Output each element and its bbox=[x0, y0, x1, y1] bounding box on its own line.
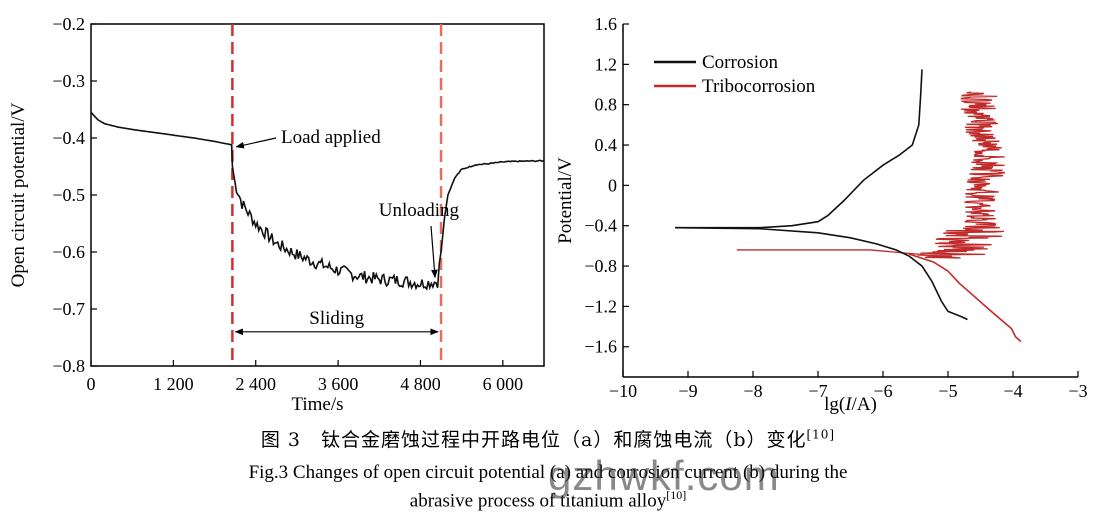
chart-b-ytick-label: −0.4 bbox=[584, 216, 617, 236]
corrosion-anodic-line bbox=[675, 69, 923, 229]
load-applied-arrow bbox=[235, 137, 277, 149]
watermark: gzhwkf.com bbox=[548, 452, 780, 499]
legend-tribocorrosion-label: Tribocorrosion bbox=[702, 76, 816, 97]
caption-english-line1: Fig.3 Changes of open circuit potential … bbox=[248, 462, 848, 483]
chart-b-ytick-label: 0.8 bbox=[595, 95, 618, 115]
chart-a-xlabel: Time/s bbox=[291, 394, 343, 415]
chart-a-xtick-label: 4 800 bbox=[400, 374, 441, 394]
chart-b-xtick-label: −8 bbox=[743, 381, 762, 401]
chart-a-xtick-label: 0 bbox=[87, 374, 96, 394]
chart-a-xtick-label: 3 600 bbox=[318, 374, 359, 394]
chart-a-ytick-label: −0.2 bbox=[52, 14, 85, 34]
chart-a-ytick-label: −0.6 bbox=[52, 242, 85, 262]
chart-a-xtick-label: 2 400 bbox=[235, 374, 276, 394]
chart-a-ytick-label: −0.5 bbox=[52, 185, 85, 205]
caption-chinese: 图 3 钛合金磨蚀过程中开路电位（a）和腐蚀电流（b）变化[10] bbox=[260, 427, 836, 451]
tribocorrosion-cathodic-line bbox=[908, 253, 1022, 343]
tribocorrosion-line bbox=[736, 91, 1006, 259]
chart-b-ytick-label: 1.2 bbox=[595, 54, 618, 74]
corrosion-cathodic-line bbox=[674, 226, 968, 321]
unloading-label: Unloading bbox=[379, 200, 460, 221]
caption-chinese-ref: [10] bbox=[806, 427, 836, 442]
chart-b-ytick-label: −1.6 bbox=[584, 337, 617, 357]
chart-b-xlabel: lg(I/A) bbox=[824, 394, 877, 415]
load-applied-label: Load applied bbox=[281, 127, 381, 148]
chart-b-ytick-label: 0 bbox=[608, 175, 617, 195]
sliding-label: Sliding bbox=[309, 308, 364, 329]
chart-a-ytick-label: −0.4 bbox=[52, 128, 85, 148]
chart-b-xtick-label: −6 bbox=[873, 381, 892, 401]
chart-a-xtick-label: 1 200 bbox=[153, 374, 194, 394]
chart-b-xtick-label: −9 bbox=[678, 381, 697, 401]
chart-a-ytick-label: −0.8 bbox=[52, 356, 85, 376]
legend-corrosion-label: Corrosion bbox=[702, 52, 779, 73]
chart-b-xtick-label: −7 bbox=[808, 381, 827, 401]
caption-english-ref: [10] bbox=[666, 488, 687, 502]
chart-a-ocp-line bbox=[90, 111, 545, 291]
chart-b-xtick-label: −4 bbox=[1003, 381, 1022, 401]
chart-b-ytick-label: 1.6 bbox=[595, 14, 618, 34]
chart-b-ytick-label: 0.4 bbox=[595, 135, 618, 155]
caption-english-line2: abrasive process of titanium alloy[10] bbox=[409, 488, 687, 512]
unloading-arrow bbox=[430, 225, 438, 279]
chart-a-ytick-label: −0.7 bbox=[52, 299, 85, 319]
chart-b-ytick-label: −0.8 bbox=[584, 256, 617, 276]
figure: −0.2−0.3−0.4−0.5−0.6−0.7−0.80 1 200 2 400 3… bbox=[8, 14, 1088, 415]
chart-b-ytick-label: −1.2 bbox=[584, 296, 617, 316]
chart-b-xtick-label: −10 bbox=[609, 381, 637, 401]
chart-b-xtick-label: −5 bbox=[938, 381, 957, 401]
chart-b-ylabel: Potential/V bbox=[555, 157, 576, 244]
chart-a-xtick-label: 6 000 bbox=[483, 374, 524, 394]
chart-a-ytick-label: −0.3 bbox=[52, 71, 85, 91]
chart-a-ylabel: Open circuit potential/V bbox=[8, 102, 29, 287]
chart-b-xtick-label: −3 bbox=[1068, 381, 1087, 401]
